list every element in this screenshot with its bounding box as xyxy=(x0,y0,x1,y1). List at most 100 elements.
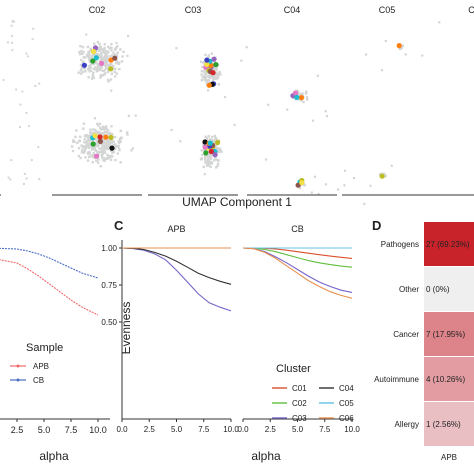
umap-highlight-point xyxy=(81,62,87,68)
umap-point xyxy=(78,50,81,54)
umap-point xyxy=(109,55,112,58)
umap-point xyxy=(218,150,222,153)
umap-point xyxy=(77,154,80,158)
umap-point xyxy=(210,156,213,159)
umap-point xyxy=(30,159,33,162)
umap-point xyxy=(114,67,117,70)
umap-point xyxy=(90,131,93,134)
sample-x-tick-label: 5.0 xyxy=(38,425,51,435)
umap-point xyxy=(11,34,14,37)
umap-point xyxy=(11,49,14,52)
umap-point xyxy=(92,152,95,155)
umap-point xyxy=(200,73,203,76)
umap-point xyxy=(202,74,206,78)
umap-point xyxy=(202,61,205,65)
legend-marker-cb xyxy=(16,378,20,382)
umap-point xyxy=(121,55,124,58)
umap-point xyxy=(98,126,102,129)
umap-point xyxy=(170,128,173,131)
umap-point xyxy=(343,169,347,172)
umap-point xyxy=(96,141,99,144)
umap-point xyxy=(105,52,108,55)
umap-point xyxy=(100,150,103,153)
umap-highlight-point xyxy=(204,61,210,67)
umap-point xyxy=(71,150,75,153)
umap-point xyxy=(205,137,208,140)
umap-point xyxy=(204,75,208,79)
umap-point xyxy=(264,158,268,161)
umap-point xyxy=(103,43,106,46)
umap-point xyxy=(214,145,218,149)
umap-point xyxy=(31,38,34,41)
umap-point xyxy=(94,149,97,152)
umap-point xyxy=(87,135,91,139)
umap-point xyxy=(103,127,106,131)
umap-point xyxy=(110,125,113,128)
umap-point xyxy=(34,85,37,87)
umap-point xyxy=(105,141,108,144)
umap-point xyxy=(103,69,106,72)
umap-point xyxy=(82,127,85,130)
umap-point xyxy=(81,45,85,49)
umap-point xyxy=(240,59,243,62)
umap-point xyxy=(207,157,210,160)
umap-point xyxy=(103,144,106,148)
umap-point xyxy=(97,161,100,164)
umap-highlight-point xyxy=(97,134,103,140)
umap-point xyxy=(96,137,100,140)
umap-point xyxy=(99,45,102,48)
umap-point xyxy=(99,49,102,52)
umap-point xyxy=(88,54,91,57)
umap-point xyxy=(438,21,441,24)
umap-point xyxy=(109,140,112,143)
umap-point xyxy=(88,140,91,143)
cluster-x-tick-label: 2.5 xyxy=(265,425,277,434)
umap-point xyxy=(211,79,214,82)
umap-point xyxy=(107,45,110,48)
umap-point xyxy=(110,42,113,46)
umap-point xyxy=(88,155,91,159)
umap-point xyxy=(92,71,95,74)
umap-point xyxy=(114,158,117,162)
umap-point xyxy=(84,145,87,148)
umap-point xyxy=(107,70,110,73)
umap-point xyxy=(215,68,218,71)
umap-point xyxy=(111,151,114,154)
umap-point xyxy=(216,164,219,168)
umap-point xyxy=(81,148,84,152)
umap-highlight-point xyxy=(109,145,115,151)
umap-point xyxy=(115,54,119,58)
umap-point xyxy=(12,20,15,23)
umap-point xyxy=(94,66,97,69)
umap-point xyxy=(211,135,214,139)
umap-point xyxy=(204,158,207,162)
umap-point xyxy=(210,52,213,55)
umap-point xyxy=(343,184,346,187)
umap-point xyxy=(116,45,119,48)
umap-point xyxy=(106,63,110,67)
umap-point xyxy=(101,152,104,156)
umap-point xyxy=(96,124,100,127)
panel-c-letter: C xyxy=(114,218,124,233)
umap-point xyxy=(83,149,87,153)
umap-point xyxy=(116,51,119,54)
umap-point xyxy=(380,69,384,72)
heatmap-cell-cancer xyxy=(424,312,474,356)
umap-point xyxy=(87,51,90,54)
umap-point xyxy=(115,53,118,56)
umap-point xyxy=(102,132,106,135)
umap-point xyxy=(104,147,107,150)
umap-point xyxy=(99,67,102,70)
umap-point xyxy=(80,66,84,69)
umap-point xyxy=(106,129,110,132)
umap-point xyxy=(100,132,104,135)
umap-point xyxy=(19,126,21,129)
umap-highlight-point xyxy=(203,150,209,156)
umap-point xyxy=(114,143,117,146)
heatmap-cell-label-cancer: 7 (17.95%) xyxy=(426,330,465,339)
umap-point xyxy=(117,62,120,65)
umap-point xyxy=(101,50,105,54)
umap-point xyxy=(87,65,91,68)
umap-point xyxy=(98,42,101,46)
sample-line-apb xyxy=(0,259,99,316)
